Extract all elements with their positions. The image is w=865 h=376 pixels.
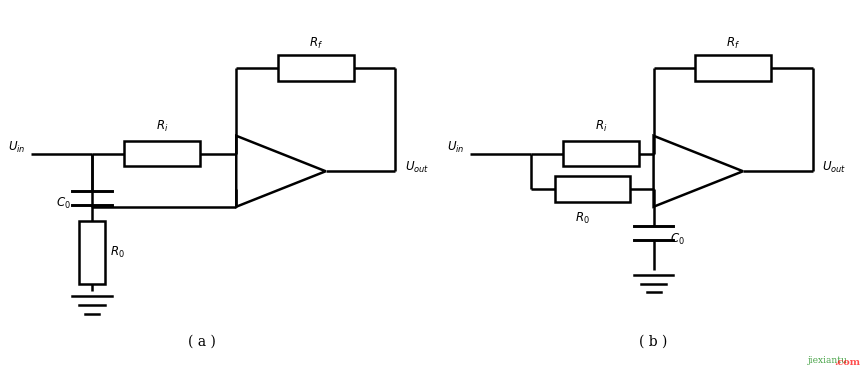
Text: $C_0$: $C_0$ xyxy=(55,196,70,211)
Bar xyxy=(80,220,106,284)
Bar xyxy=(695,55,771,80)
Text: ( b ): ( b ) xyxy=(639,335,668,349)
Text: $R_f$: $R_f$ xyxy=(726,36,740,51)
Text: .com: .com xyxy=(834,358,860,367)
Text: $R_0$: $R_0$ xyxy=(575,211,590,226)
Text: ( a ): ( a ) xyxy=(188,335,215,349)
Text: $U_{in}$: $U_{in}$ xyxy=(8,140,26,155)
Text: $U_{out}$: $U_{out}$ xyxy=(823,160,847,175)
Bar xyxy=(554,176,631,202)
Text: $R_0$: $R_0$ xyxy=(110,244,125,259)
Text: $C_0$: $C_0$ xyxy=(670,232,685,247)
Text: $R_i$: $R_i$ xyxy=(156,119,168,134)
Text: jiexiantu: jiexiantu xyxy=(807,356,848,365)
Text: $R_i$: $R_i$ xyxy=(595,119,607,134)
Text: $U_{in}$: $U_{in}$ xyxy=(447,140,465,155)
Text: $U_{out}$: $U_{out}$ xyxy=(405,160,430,175)
Text: $R_f$: $R_f$ xyxy=(309,36,323,51)
Bar xyxy=(563,141,638,166)
Bar xyxy=(278,55,354,80)
Bar xyxy=(124,141,200,166)
